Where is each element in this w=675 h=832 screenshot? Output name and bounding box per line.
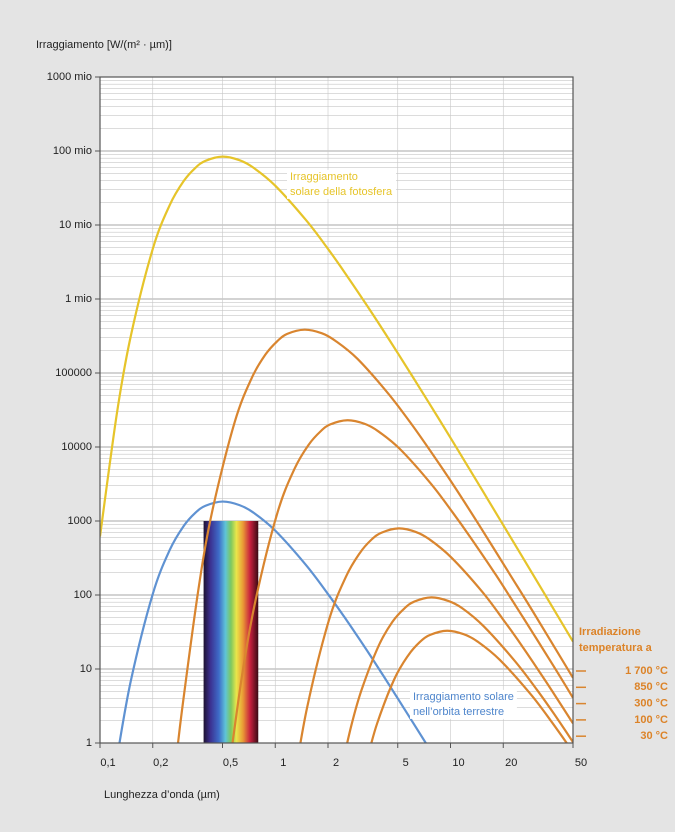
y-tick-label: 100000 bbox=[55, 367, 92, 379]
x-tick-label: 10 bbox=[452, 757, 464, 769]
curve bbox=[176, 328, 573, 743]
label-background bbox=[410, 689, 517, 719]
legend-label: 300 °C bbox=[634, 698, 668, 710]
curve-label-line: Irraggiamento solare bbox=[413, 691, 514, 703]
y-tick-label: 1 mio bbox=[65, 293, 92, 305]
x-tick-label: 2 bbox=[333, 757, 339, 769]
label-background bbox=[287, 169, 396, 199]
legend-label: 30 °C bbox=[640, 730, 668, 742]
x-tick-label: 1 bbox=[280, 757, 286, 769]
legend-label: 1 700 °C bbox=[625, 665, 668, 677]
curve-label-line: solare della fotosfera bbox=[290, 186, 393, 198]
curve-label: Irraggiamento solare nell’orbita terrestr… bbox=[410, 689, 517, 719]
legend-title: temperatura a bbox=[579, 642, 653, 654]
y-tick-label: 100 bbox=[74, 589, 92, 601]
curve-label-line: nell’orbita terrestre bbox=[413, 706, 504, 718]
y-tick-label: 1000 mio bbox=[47, 71, 92, 83]
x-axis-label: Lunghezza d’onda (µm) bbox=[104, 789, 220, 801]
curve bbox=[299, 527, 573, 743]
curve-label-line: Irraggiamento bbox=[290, 171, 358, 183]
curves bbox=[100, 155, 573, 743]
y-tick-label: 100 mio bbox=[53, 145, 92, 157]
legend-label: 850 °C bbox=[634, 681, 668, 693]
y-tick-label: 10000 bbox=[61, 441, 92, 453]
curve-label: Irraggiamento solare della fotosfera bbox=[287, 169, 396, 199]
x-tick-label: 0,2 bbox=[153, 757, 168, 769]
y-tick-label: 10 mio bbox=[59, 219, 92, 231]
plot-border bbox=[99, 76, 574, 744]
curve bbox=[231, 419, 573, 743]
y-tick-label: 1 bbox=[86, 737, 92, 749]
curve bbox=[346, 596, 573, 743]
legend-title: Irradiazione bbox=[579, 626, 641, 638]
y-tick-label: 10 bbox=[80, 663, 92, 675]
y-axis-label: Irraggiamento [W/(m² · µm)] bbox=[36, 39, 172, 51]
curve bbox=[100, 155, 573, 643]
curve bbox=[118, 500, 428, 743]
x-tick-label: 5 bbox=[403, 757, 409, 769]
legend-label: 100 °C bbox=[634, 714, 668, 726]
x-tick-label: 50 bbox=[575, 757, 587, 769]
x-tick-label: 0,5 bbox=[223, 757, 238, 769]
x-tick-label: 0,1 bbox=[100, 757, 115, 769]
y-tick-label: 1000 bbox=[68, 515, 92, 527]
x-tick-label: 20 bbox=[505, 757, 517, 769]
curve bbox=[370, 629, 569, 743]
